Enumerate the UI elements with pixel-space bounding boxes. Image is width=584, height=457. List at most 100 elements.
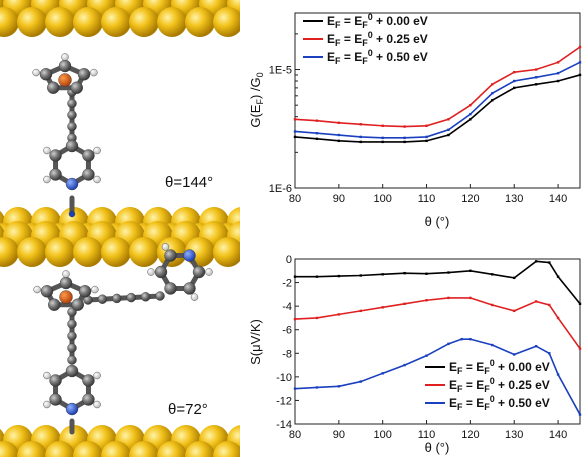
- molecule-lower: [33, 243, 213, 435]
- data-point: [403, 302, 406, 305]
- data-point: [315, 275, 319, 278]
- data-point: [381, 140, 384, 144]
- hydrogen-atom: [161, 243, 170, 251]
- thermopower-chart: 80 90 100 110 120 130 140 0 -2 -4 -6 -8 -10 -12 -14 EF…: [248, 254, 582, 455]
- x-tick-label: 90: [333, 429, 345, 441]
- data-point: [556, 79, 560, 83]
- carbon-atom: [67, 319, 77, 329]
- data-point: [513, 353, 516, 356]
- conductance-plot-frame: [294, 12, 581, 189]
- y-tick-label: 0: [286, 254, 292, 266]
- x-tick-label: 130: [505, 193, 523, 205]
- data-point: [447, 342, 450, 346]
- gold-atom: [73, 237, 103, 267]
- x-tick-label: 120: [461, 193, 479, 205]
- data-point: [556, 373, 560, 376]
- data-point: [469, 112, 472, 116]
- data-point: [491, 273, 494, 276]
- data-point: [359, 140, 362, 144]
- carbon-atom: [126, 292, 136, 303]
- carbon-atom: [192, 265, 206, 279]
- legend-label: EF = EF0 + 0.50 eV: [327, 48, 428, 66]
- data-point: [359, 123, 362, 126]
- data-point: [359, 380, 362, 383]
- legend-label: EF = EF0 + 0.25 eV: [327, 30, 428, 48]
- gold-atom: [73, 7, 103, 37]
- data-point: [359, 135, 362, 139]
- data-point: [315, 132, 319, 135]
- legend-label: EF = EF0 + 0.50 eV: [449, 394, 550, 412]
- carbon-atom: [82, 393, 95, 406]
- data-point: [403, 140, 406, 144]
- hydrogen-atom: [147, 268, 155, 276]
- hydrogen-atom: [190, 293, 199, 301]
- data-point: [293, 118, 297, 121]
- data-point: [447, 133, 450, 137]
- y-tick-label: -14: [276, 419, 292, 431]
- data-point: [447, 118, 450, 121]
- data-point: [534, 260, 538, 263]
- data-point: [556, 316, 560, 320]
- data-point: [469, 103, 472, 107]
- carbon-atom: [112, 293, 122, 304]
- x-tick-label: 80: [289, 193, 301, 205]
- carbon-atom: [82, 374, 95, 387]
- hydrogen-atom: [32, 68, 40, 77]
- carbon-atom: [49, 374, 62, 387]
- gold-atom: [129, 441, 159, 457]
- data-point: [293, 130, 297, 133]
- data-point: [460, 337, 463, 341]
- hydrogen-atom: [43, 175, 51, 184]
- carbon-atom: [67, 331, 77, 341]
- data-point: [293, 275, 297, 278]
- data-point: [381, 124, 384, 127]
- data-point: [359, 309, 362, 313]
- data-point: [578, 347, 582, 350]
- data-point: [548, 261, 551, 264]
- carbon-atom: [59, 276, 73, 290]
- carbon-atom: [97, 294, 108, 304]
- molecular-junction-illustration: θ=144° θ=72°: [0, 0, 240, 457]
- gold-atom: [45, 441, 75, 457]
- hydrogen-atom: [90, 68, 98, 77]
- legend-label: EF = EF0 + 0.00 eV: [327, 12, 428, 30]
- legend-label: EF = EF0 + 0.25 eV: [449, 376, 550, 394]
- x-tick-label: 100: [374, 193, 392, 205]
- series-line-2: [294, 338, 581, 415]
- gold-electrode-top-2: [0, 221, 240, 267]
- data-point: [469, 269, 472, 272]
- carbon-atom: [67, 355, 77, 365]
- gold-atom: [45, 7, 75, 37]
- conductance-x-axis-title: θ (°): [425, 214, 450, 229]
- carbon-atom: [164, 282, 177, 295]
- gold-atom: [213, 441, 240, 457]
- hydrogen-atom: [93, 175, 101, 184]
- carbon-atom: [77, 68, 91, 81]
- data-point: [447, 271, 450, 274]
- data-point: [491, 92, 494, 95]
- hydrogen-atom: [205, 268, 213, 276]
- carbon-atom: [65, 139, 79, 153]
- carbon-atom: [183, 282, 196, 295]
- data-point: [534, 83, 538, 86]
- nitrogen-atom: [65, 177, 79, 191]
- carbon-atom: [48, 298, 61, 311]
- carbon-atom: [67, 121, 77, 132]
- series-line-1: [294, 46, 581, 128]
- gold-atom: [129, 237, 159, 267]
- data-point: [337, 313, 341, 316]
- y-tick-label: 1E-5: [269, 65, 292, 77]
- series-line-1: [294, 297, 581, 350]
- carbon-atom: [67, 343, 77, 353]
- hydrogen-atom: [33, 285, 41, 294]
- data-point: [425, 272, 428, 275]
- data-point: [381, 372, 384, 375]
- data-point: [469, 337, 472, 341]
- hydrogen-atom: [43, 371, 51, 380]
- carbon-atom: [58, 59, 72, 73]
- gold-atom: [45, 237, 75, 267]
- hydrogen-atom: [43, 146, 51, 155]
- carbon-atom: [49, 168, 62, 181]
- carbon-atom: [155, 291, 165, 301]
